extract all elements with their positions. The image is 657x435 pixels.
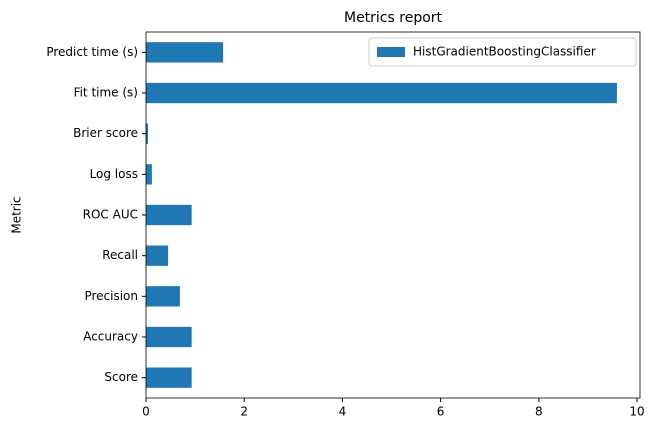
- y-tick-label: Precision: [84, 289, 138, 303]
- bar: [146, 164, 152, 185]
- y-tick-label: Predict time (s): [46, 45, 138, 59]
- y-tick-label: Recall: [102, 248, 138, 262]
- y-tick-label: Score: [104, 370, 138, 384]
- x-tick-label: 10: [629, 405, 644, 419]
- bar: [146, 204, 192, 226]
- bar: [146, 286, 180, 307]
- legend-swatch: [377, 47, 405, 57]
- x-tick-label: 6: [437, 405, 445, 419]
- bar: [146, 82, 617, 104]
- chart-title: Metrics report: [344, 10, 443, 26]
- x-tick-label: 4: [339, 405, 347, 419]
- y-tick-label: Accuracy: [83, 330, 138, 344]
- x-tick-label: 8: [535, 405, 543, 419]
- legend-label: HistGradientBoostingClassifier: [413, 45, 596, 59]
- y-tick-label: ROC AUC: [83, 208, 138, 222]
- y-tick-label: Log loss: [90, 167, 138, 181]
- bar: [146, 123, 148, 144]
- bar: [146, 42, 224, 63]
- legend-box: [368, 37, 637, 67]
- plot-frame: [145, 31, 641, 399]
- y-tick-label: Fit time (s): [74, 86, 138, 100]
- x-tick-label: 2: [240, 405, 248, 419]
- x-tick-label: 0: [142, 405, 150, 419]
- bar: [146, 245, 169, 266]
- bar: [146, 367, 192, 388]
- y-axis-label: Metric: [10, 196, 24, 233]
- y-tick-label: Brier score: [73, 126, 138, 140]
- bar: [146, 326, 192, 348]
